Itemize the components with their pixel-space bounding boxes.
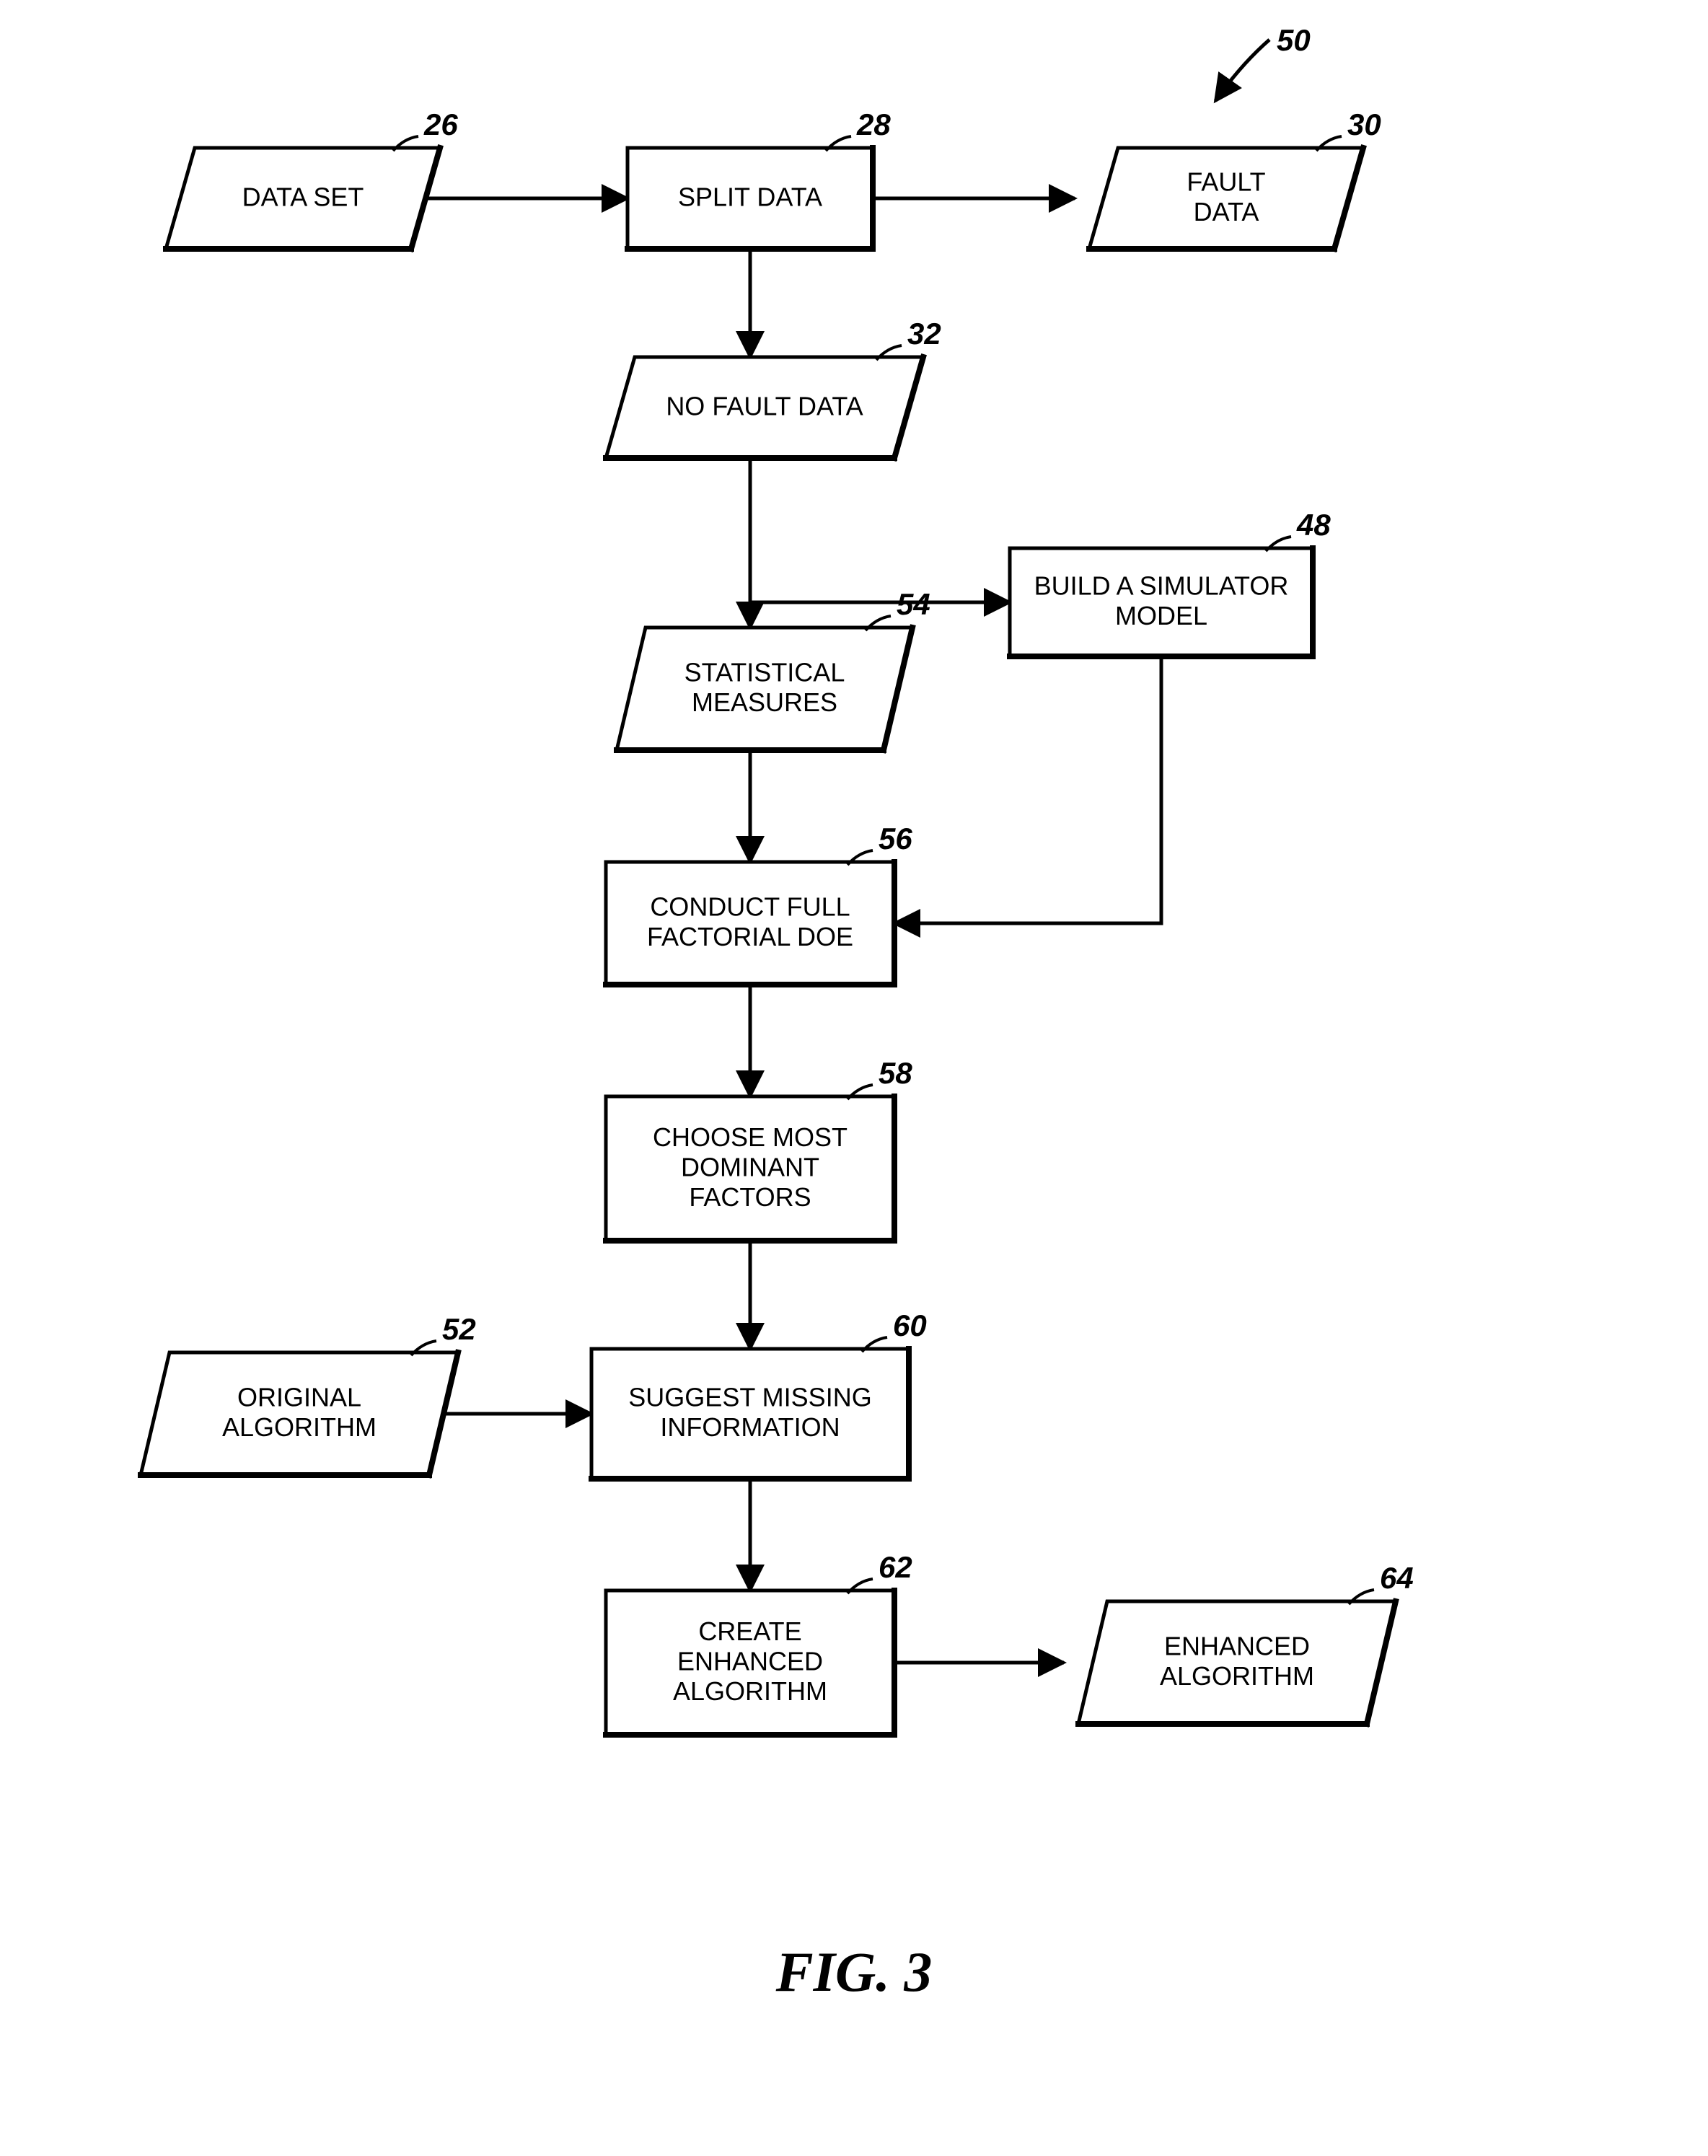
- ref-pointer-arrow: [1215, 40, 1269, 101]
- node-n56: CONDUCT FULLFACTORIAL DOE 56: [606, 822, 912, 985]
- node-n52: ORIGINALALGORITHM 52: [141, 1312, 476, 1475]
- ref-number: 32: [907, 317, 941, 351]
- node-label: ORIGINAL: [237, 1383, 361, 1412]
- ref-number: 26: [423, 107, 458, 141]
- ref-number: 60: [893, 1308, 927, 1342]
- node-label: MEASURES: [692, 687, 837, 717]
- ref-number: 64: [1380, 1561, 1414, 1595]
- figure-label: FIG. 3: [775, 1940, 933, 2003]
- node-label: FACTORS: [689, 1182, 811, 1212]
- node-n62: CREATEENHANCEDALGORITHM 62: [606, 1550, 912, 1735]
- node-label: ENHANCED: [677, 1646, 823, 1676]
- ref-number: 62: [879, 1550, 912, 1584]
- node-label: CONDUCT FULL: [650, 892, 850, 922]
- node-label: ALGORITHM: [673, 1676, 827, 1706]
- node-n32: NO FAULT DATA 32: [606, 317, 941, 458]
- node-n28: SPLIT DATA 28: [628, 107, 891, 249]
- node-label: BUILD A SIMULATOR: [1034, 571, 1289, 601]
- node-label: DATA SET: [242, 182, 364, 211]
- nodes-layer: DATA SET 26 SPLIT DATA 28 FAULTDATA 30 NO FAUL…: [141, 107, 1414, 1735]
- node-n60: SUGGEST MISSINGINFORMATION 60: [591, 1308, 927, 1479]
- node-label: MODEL: [1115, 601, 1207, 630]
- ref-number: 56: [879, 822, 912, 855]
- ref-number: 54: [897, 587, 930, 621]
- node-label: DATA: [1194, 197, 1259, 226]
- ref-number: 52: [442, 1312, 476, 1346]
- node-n48: BUILD A SIMULATORMODEL 48: [1010, 508, 1331, 656]
- node-label: INFORMATION: [660, 1412, 840, 1442]
- node-label: FACTORIAL DOE: [647, 922, 853, 951]
- edge-n32-n48: [750, 458, 1010, 602]
- node-n58: CHOOSE MOSTDOMINANTFACTORS 58: [606, 1056, 912, 1241]
- node-label: NO FAULT DATA: [666, 391, 863, 421]
- node-n26: DATA SET 26: [166, 107, 458, 249]
- node-n54: STATISTICALMEASURES 54: [617, 587, 930, 750]
- node-label: FAULT: [1187, 167, 1265, 197]
- ref-number: 28: [856, 107, 891, 141]
- ref-number: 30: [1347, 107, 1381, 141]
- node-label: CHOOSE MOST: [653, 1122, 848, 1152]
- flowchart-diagram: DATA SET 26 SPLIT DATA 28 FAULTDATA 30 NO FAUL…: [0, 0, 1708, 2156]
- node-label: SPLIT DATA: [678, 182, 822, 211]
- node-n64: ENHANCEDALGORITHM 64: [1078, 1561, 1414, 1724]
- node-label: ENHANCED: [1164, 1632, 1310, 1661]
- node-label: DOMINANT: [681, 1152, 819, 1182]
- edge-n48-n56: [894, 656, 1161, 923]
- ref-pointer-label: 50: [1277, 23, 1311, 57]
- node-label: SUGGEST MISSING: [628, 1383, 871, 1412]
- ref-number: 48: [1296, 508, 1331, 542]
- node-label: STATISTICAL: [684, 658, 845, 687]
- node-n30: FAULTDATA 30: [1089, 107, 1381, 249]
- node-label: ALGORITHM: [1160, 1661, 1314, 1691]
- ref-number: 58: [879, 1056, 912, 1090]
- node-label: CREATE: [698, 1616, 801, 1646]
- node-label: ALGORITHM: [222, 1412, 377, 1442]
